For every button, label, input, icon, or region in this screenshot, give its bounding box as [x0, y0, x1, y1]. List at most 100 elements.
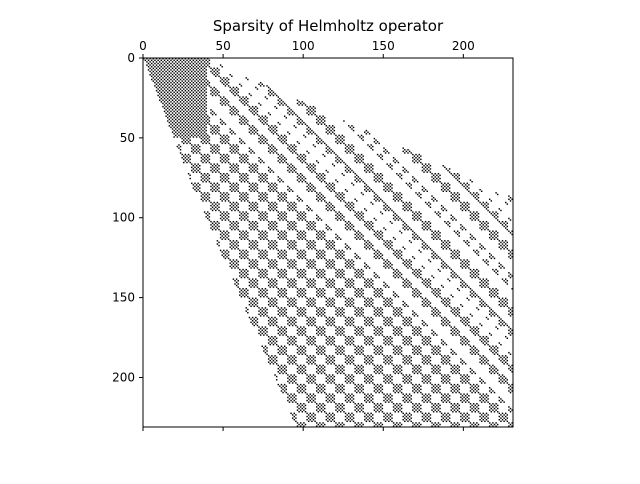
nonzero-mark	[256, 228, 259, 231]
nonzero-mark	[291, 225, 294, 228]
nonzero-mark	[466, 243, 468, 245]
nonzero-mark	[235, 150, 238, 153]
nonzero-mark	[344, 144, 347, 146]
nonzero-mark	[178, 144, 180, 146]
nonzero-mark	[242, 294, 244, 296]
nonzero-mark	[221, 177, 223, 180]
nonzero-mark	[253, 302, 255, 304]
nonzero-mark	[485, 220, 488, 223]
nonzero-mark	[299, 157, 302, 159]
nonzero-mark	[187, 73, 190, 76]
nonzero-mark	[351, 278, 353, 280]
nonzero-mark	[235, 220, 238, 223]
nonzero-mark	[359, 232, 361, 234]
nonzero-mark	[455, 273, 457, 276]
nonzero-mark	[439, 315, 441, 317]
nonzero-mark	[477, 196, 480, 199]
nonzero-mark	[375, 289, 377, 292]
nonzero-mark	[343, 315, 345, 317]
nonzero-mark	[503, 305, 505, 308]
nonzero-mark	[181, 102, 183, 105]
nonzero-mark	[335, 310, 337, 312]
nonzero-mark	[186, 129, 188, 132]
nonzero-mark	[298, 219, 300, 221]
nonzero-mark	[195, 91, 198, 93]
nonzero-mark	[242, 99, 244, 101]
nonzero-mark	[344, 166, 347, 169]
nonzero-mark	[200, 112, 203, 114]
nonzero-mark	[261, 176, 263, 178]
nonzero-mark	[362, 296, 364, 298]
nonzero-mark	[194, 144, 196, 146]
nonzero-mark	[165, 70, 167, 73]
nonzero-mark	[471, 235, 473, 237]
nonzero-mark	[176, 91, 179, 93]
nonzero-mark	[440, 188, 443, 191]
nonzero-mark	[327, 184, 329, 186]
nonzero-mark	[237, 267, 239, 269]
nonzero-mark	[195, 59, 198, 62]
nonzero-mark	[255, 109, 257, 111]
nonzero-mark	[280, 157, 283, 159]
nonzero-mark	[391, 305, 393, 308]
nonzero-mark	[307, 113, 310, 116]
nonzero-mark	[408, 284, 411, 287]
nonzero-mark	[375, 177, 377, 180]
nonzero-mark	[506, 241, 509, 244]
nonzero-mark	[359, 235, 361, 237]
nonzero-mark	[343, 308, 345, 311]
nonzero-mark	[184, 131, 187, 133]
nonzero-mark	[452, 200, 454, 202]
nonzero-mark	[421, 278, 424, 280]
nonzero-mark	[208, 136, 211, 138]
nonzero-mark	[298, 238, 300, 240]
nonzero-mark	[351, 208, 353, 210]
nonzero-mark	[303, 102, 305, 105]
nonzero-mark	[227, 193, 230, 196]
nonzero-mark	[173, 104, 175, 106]
nonzero-mark	[458, 257, 460, 260]
nonzero-mark	[266, 142, 268, 145]
nonzero-mark	[301, 177, 304, 180]
nonzero-mark	[216, 150, 219, 153]
nonzero-mark	[472, 236, 475, 239]
nonzero-mark	[487, 286, 489, 288]
nonzero-mark	[354, 176, 356, 178]
nonzero-mark	[341, 272, 344, 274]
nonzero-mark	[287, 144, 289, 146]
nonzero-mark	[243, 219, 246, 221]
nonzero-mark	[175, 109, 177, 111]
nonzero-mark	[226, 137, 228, 140]
nonzero-mark	[258, 115, 260, 117]
nonzero-mark	[253, 222, 255, 224]
nonzero-mark	[464, 206, 467, 208]
nonzero-mark	[461, 209, 464, 212]
nonzero-mark	[314, 145, 316, 148]
nonzero-mark	[397, 270, 400, 272]
nonzero-mark	[189, 81, 191, 84]
nonzero-mark	[328, 284, 331, 287]
nonzero-mark	[242, 102, 244, 105]
nonzero-mark	[431, 176, 433, 178]
nonzero-mark	[392, 157, 395, 159]
nonzero-mark	[490, 296, 493, 298]
nonzero-mark	[168, 61, 171, 63]
nonzero-mark	[283, 102, 286, 105]
nonzero-mark	[439, 270, 441, 272]
nonzero-mark	[317, 270, 320, 272]
nonzero-mark	[256, 299, 259, 301]
nonzero-mark	[274, 224, 276, 226]
nonzero-mark	[456, 275, 459, 277]
nonzero-mark	[163, 110, 166, 113]
nonzero-mark	[242, 157, 244, 159]
nonzero-mark	[160, 97, 163, 100]
nonzero-mark	[187, 102, 190, 105]
nonzero-mark	[508, 217, 510, 220]
nonzero-mark	[399, 173, 401, 175]
nonzero-mark	[320, 273, 323, 276]
nonzero-mark	[186, 155, 188, 157]
nonzero-mark	[189, 94, 191, 97]
nonzero-mark	[319, 233, 321, 236]
nonzero-mark	[453, 192, 456, 194]
nonzero-mark	[319, 310, 321, 312]
